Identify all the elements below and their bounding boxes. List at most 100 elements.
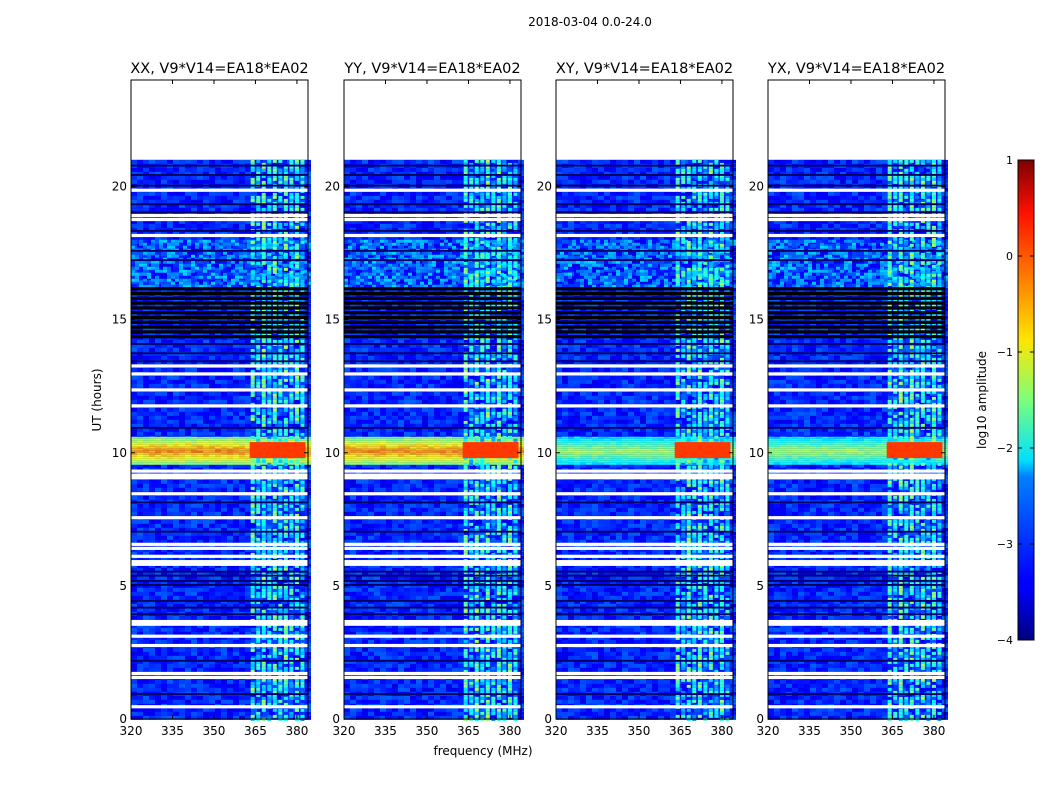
dark-row	[556, 352, 733, 355]
panel-title: YX, V9*V14=EA18*EA02	[767, 61, 945, 77]
y-tick-label: 0	[332, 712, 340, 726]
rfi-hotspot	[266, 442, 273, 459]
x-tick-label: 380	[498, 724, 521, 738]
bad-data-row	[131, 325, 308, 329]
flagged-row	[768, 217, 945, 222]
dark-row	[131, 584, 308, 586]
y-tick-label: 20	[112, 180, 127, 194]
dark-row	[556, 530, 733, 533]
dark-row	[344, 530, 521, 533]
dark-row	[556, 249, 733, 252]
bad-data-row	[131, 315, 308, 320]
dark-row	[131, 606, 308, 609]
flagged-row	[556, 476, 733, 480]
spectrogram-image	[556, 159, 736, 721]
axes-frame	[130, 79, 309, 720]
colorbar-tick-label: −4	[997, 634, 1013, 647]
dark-row	[768, 580, 945, 582]
dark-row	[344, 360, 521, 363]
x-tick-label: 380	[922, 724, 945, 738]
flagged-row	[768, 492, 945, 496]
flagged-row	[556, 473, 733, 477]
dark-row	[344, 211, 521, 214]
flagged-row	[344, 705, 521, 709]
dark-row	[556, 501, 733, 504]
dark-row	[131, 184, 308, 187]
bad-data-row	[344, 301, 521, 305]
rfi-hotspot	[249, 442, 256, 459]
dark-row	[344, 693, 521, 696]
y-tick-label: 15	[749, 313, 764, 327]
flagged-row	[344, 217, 521, 222]
dark-row	[131, 229, 308, 232]
bad-data-row	[344, 306, 521, 310]
panel-yy: YY, V9*V14=EA18*EA02 320 335 350 365 380 0 5 10 1…	[325, 61, 524, 738]
panel-xy: XY, V9*V14=EA18*EA02 320 335 350 365 380 0 5 10 1…	[537, 61, 736, 738]
dark-row	[131, 203, 308, 206]
dark-row	[344, 659, 521, 662]
flagged-row	[768, 643, 945, 648]
flagged-row	[131, 546, 308, 550]
bad-data-row	[344, 311, 521, 315]
flagged-row	[344, 492, 521, 496]
dark-row	[344, 501, 521, 504]
dark-row	[131, 164, 308, 167]
rfi-hotspot	[277, 442, 284, 459]
bad-data-row	[556, 315, 733, 320]
colorbar-gradient	[1017, 159, 1035, 641]
rfi-hotspot	[288, 442, 295, 459]
flagged-row	[768, 404, 945, 408]
flagged-row	[768, 622, 945, 626]
colorbar: 1 0 −1 −2 −3 −4 log10 amplitude	[975, 154, 1035, 647]
x-tick-label: 365	[457, 724, 480, 738]
flagged-row	[556, 622, 733, 626]
dark-row	[131, 211, 308, 214]
flagged-row	[131, 492, 308, 496]
spectrogram-image	[344, 159, 524, 721]
colorbar-tick-label: 1	[1006, 154, 1013, 167]
flagged-row	[768, 546, 945, 550]
flagged-row	[131, 473, 308, 477]
y-tick-label: 15	[325, 313, 340, 327]
y-tick-label: 20	[325, 180, 340, 194]
dark-row	[344, 606, 521, 609]
bad-data-row	[344, 335, 521, 339]
dark-row	[768, 343, 945, 345]
rfi-hotspot	[255, 442, 262, 459]
dark-row	[344, 613, 521, 616]
bad-data-row	[344, 330, 521, 334]
flagged-row	[556, 705, 733, 709]
bad-data-row	[768, 330, 945, 334]
flagged-row	[556, 546, 733, 550]
dark-row	[344, 184, 521, 187]
panel-yx: YX, V9*V14=EA18*EA02 320 335 350 365 380 0 5 10 1…	[749, 61, 948, 738]
dark-row	[556, 693, 733, 696]
rfi-hotspot	[685, 442, 692, 459]
rfi-hotspot	[462, 442, 469, 459]
dark-row	[768, 352, 945, 355]
bad-data-row	[556, 306, 733, 310]
flagged-row	[556, 634, 733, 638]
dark-row	[556, 184, 733, 187]
bad-data-row	[556, 291, 733, 296]
rfi-hotspot	[271, 442, 278, 459]
bad-data-row	[131, 301, 308, 305]
flagged-row	[344, 619, 521, 624]
bad-data-row	[344, 287, 521, 291]
rfi-hotspot	[674, 442, 681, 459]
flagged-row	[768, 473, 945, 477]
y-axis-label: UT (hours)	[90, 368, 104, 431]
flagged-row	[344, 473, 521, 477]
flagged-row	[768, 542, 945, 546]
flagged-row	[131, 188, 308, 192]
flagged-row	[344, 516, 521, 520]
dark-row	[131, 530, 308, 533]
rfi-hotspot	[691, 442, 698, 459]
rfi-hotspot	[490, 442, 497, 459]
rfi-hotspot	[479, 442, 486, 459]
bad-data-row	[556, 311, 733, 315]
y-tick-label: 10	[112, 446, 127, 460]
dark-row	[344, 203, 521, 206]
flagged-row	[344, 671, 521, 676]
